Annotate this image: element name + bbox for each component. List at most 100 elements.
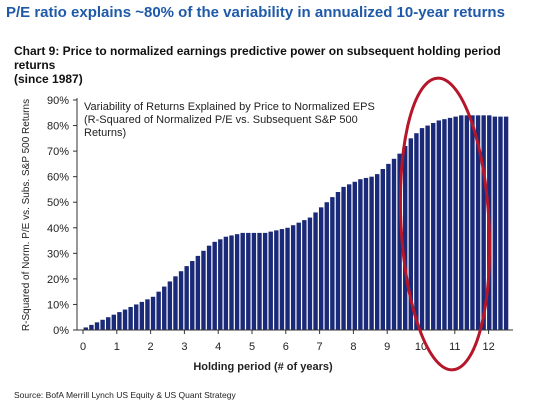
bar xyxy=(195,255,201,330)
bar xyxy=(100,319,105,330)
bar xyxy=(464,115,470,330)
source-note: Source: BofA Merrill Lynch US Equity & U… xyxy=(14,390,236,400)
x-axis-label: Holding period (# of years) xyxy=(193,361,333,373)
x-tick-label: 12 xyxy=(482,341,494,353)
bar xyxy=(358,179,363,330)
bar xyxy=(212,241,217,330)
bar xyxy=(352,181,357,330)
bar xyxy=(257,232,262,330)
x-tick-label: 4 xyxy=(215,341,221,353)
bar xyxy=(431,123,436,330)
bar xyxy=(83,327,88,330)
bar xyxy=(122,309,128,330)
bar xyxy=(307,217,313,330)
bar xyxy=(363,177,369,330)
bar xyxy=(268,231,273,330)
bar xyxy=(459,115,464,330)
bar xyxy=(246,232,251,330)
bar xyxy=(173,276,178,330)
x-tick-label: 2 xyxy=(148,341,154,353)
bar xyxy=(89,324,94,330)
bar xyxy=(117,312,122,330)
bar xyxy=(318,207,324,330)
bar xyxy=(498,116,503,330)
y-tick-label: 80% xyxy=(47,121,69,133)
bar xyxy=(470,115,475,330)
y-tick-label: 40% xyxy=(47,223,69,235)
bar xyxy=(503,116,509,330)
bar xyxy=(218,239,223,330)
bar xyxy=(403,146,408,330)
bar xyxy=(262,232,268,330)
bar xyxy=(156,291,161,330)
bar xyxy=(296,222,301,330)
bar xyxy=(447,117,453,330)
bar xyxy=(223,236,229,330)
bar xyxy=(391,158,397,330)
bar xyxy=(453,116,458,330)
bar xyxy=(145,299,150,330)
bar xyxy=(201,250,206,330)
bar xyxy=(94,322,100,330)
y-tick-label: 70% xyxy=(47,146,69,158)
bar xyxy=(324,202,329,330)
bar xyxy=(184,266,189,330)
headline: P/E ratio explains ~80% of the variabili… xyxy=(6,4,505,21)
bar xyxy=(475,115,481,330)
bar xyxy=(106,317,111,330)
bar xyxy=(492,116,498,330)
bar xyxy=(481,115,486,330)
bar xyxy=(229,235,234,330)
x-tick-label: 0 xyxy=(80,341,86,353)
bar xyxy=(162,286,167,330)
bar xyxy=(190,261,195,330)
bar xyxy=(178,271,184,330)
y-tick-label: 30% xyxy=(47,248,69,260)
bar xyxy=(290,225,296,330)
y-tick-label: 90% xyxy=(47,95,69,107)
bar xyxy=(274,230,279,330)
bar xyxy=(234,234,240,330)
bar xyxy=(442,119,447,330)
bar xyxy=(419,128,425,330)
chart-title-line-1: Chart 9: Price to normalized earnings pr… xyxy=(14,44,501,72)
y-tick-label: 20% xyxy=(47,274,69,286)
bar xyxy=(111,314,117,330)
x-tick-label: 3 xyxy=(181,341,187,353)
y-tick-label: 60% xyxy=(47,172,69,184)
bar xyxy=(335,192,341,330)
chart-title-line-2: (since 1987) xyxy=(14,72,83,86)
bar xyxy=(313,212,318,330)
bar xyxy=(341,186,346,330)
bar xyxy=(285,227,290,330)
bar xyxy=(302,220,307,330)
x-tick-label: 5 xyxy=(249,341,255,353)
bar xyxy=(167,281,173,330)
bar xyxy=(380,169,385,330)
x-tick-label: 9 xyxy=(384,341,390,353)
bar xyxy=(425,125,430,330)
bar xyxy=(251,232,257,330)
y-tick-label: 10% xyxy=(47,299,69,311)
bar xyxy=(408,138,414,330)
x-tick-label: 11 xyxy=(449,341,460,353)
chart-title: Chart 9: Price to normalized earnings pr… xyxy=(14,44,534,86)
bar xyxy=(374,174,380,330)
y-tick-label: 50% xyxy=(47,197,69,209)
annotation-line: Returns) xyxy=(84,127,126,139)
bar xyxy=(346,184,352,330)
annotation-line: (R-Squared of Normalized P/E vs. Subsequ… xyxy=(84,114,358,126)
bar xyxy=(206,245,212,330)
bar xyxy=(436,120,442,330)
bar xyxy=(397,153,402,330)
bar xyxy=(369,176,374,330)
bar xyxy=(139,301,145,330)
bar xyxy=(414,133,419,330)
annotation-line: Variability of Returns Explained by Pric… xyxy=(84,101,375,113)
x-tick-label: 6 xyxy=(283,341,289,353)
highlight-ellipse xyxy=(398,76,492,372)
bar xyxy=(279,229,285,330)
x-tick-label: 8 xyxy=(350,341,356,353)
bar xyxy=(386,163,391,330)
